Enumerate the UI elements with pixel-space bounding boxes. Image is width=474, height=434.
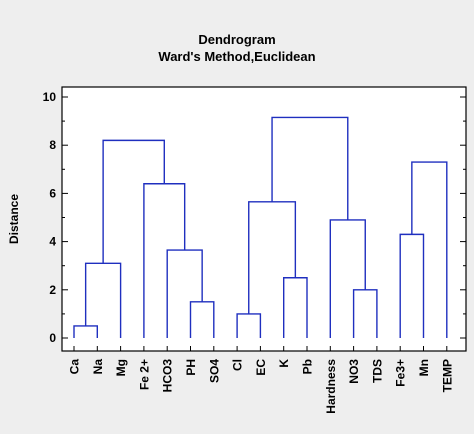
x-tick-label: SO4 (207, 359, 221, 383)
x-tick-label: Mn (417, 359, 431, 376)
y-tick-label: 0 (49, 331, 56, 345)
x-tick-label: Hardness (324, 359, 338, 414)
x-tick-label: K (277, 359, 291, 368)
y-tick-label: 10 (43, 90, 57, 104)
x-tick-label: TEMP (440, 359, 454, 392)
x-tick-label: Mg (114, 359, 128, 376)
x-tick-label: EC (254, 359, 268, 376)
y-tick-label: 8 (49, 138, 56, 152)
x-tick-label: Fe3+ (394, 359, 408, 387)
chart-subtitle: Ward's Method,Euclidean (158, 49, 316, 64)
x-tick-label: PH (184, 359, 198, 376)
dendrogram-link (411, 161, 448, 338)
x-tick-label: HCO3 (161, 359, 175, 393)
dendrogram-link (102, 139, 165, 264)
y-tick-label: 6 (49, 186, 56, 200)
dendrogram-link (271, 116, 349, 220)
x-tick-label: Na (91, 359, 105, 375)
x-tick-label: TDS (370, 359, 384, 383)
x-tick-label: Pb (301, 359, 315, 374)
y-tick-label: 4 (49, 235, 56, 249)
y-tick-label: 2 (49, 283, 56, 297)
y-axis-label: Distance (7, 194, 21, 244)
x-tick-label: Cl (231, 359, 245, 371)
x-tick-label: NO3 (347, 359, 361, 384)
plot-area (61, 86, 467, 352)
x-tick-label: Ca (68, 359, 82, 375)
chart-title: Dendrogram (198, 32, 276, 47)
x-tick-label: Fe 2+ (137, 359, 151, 390)
